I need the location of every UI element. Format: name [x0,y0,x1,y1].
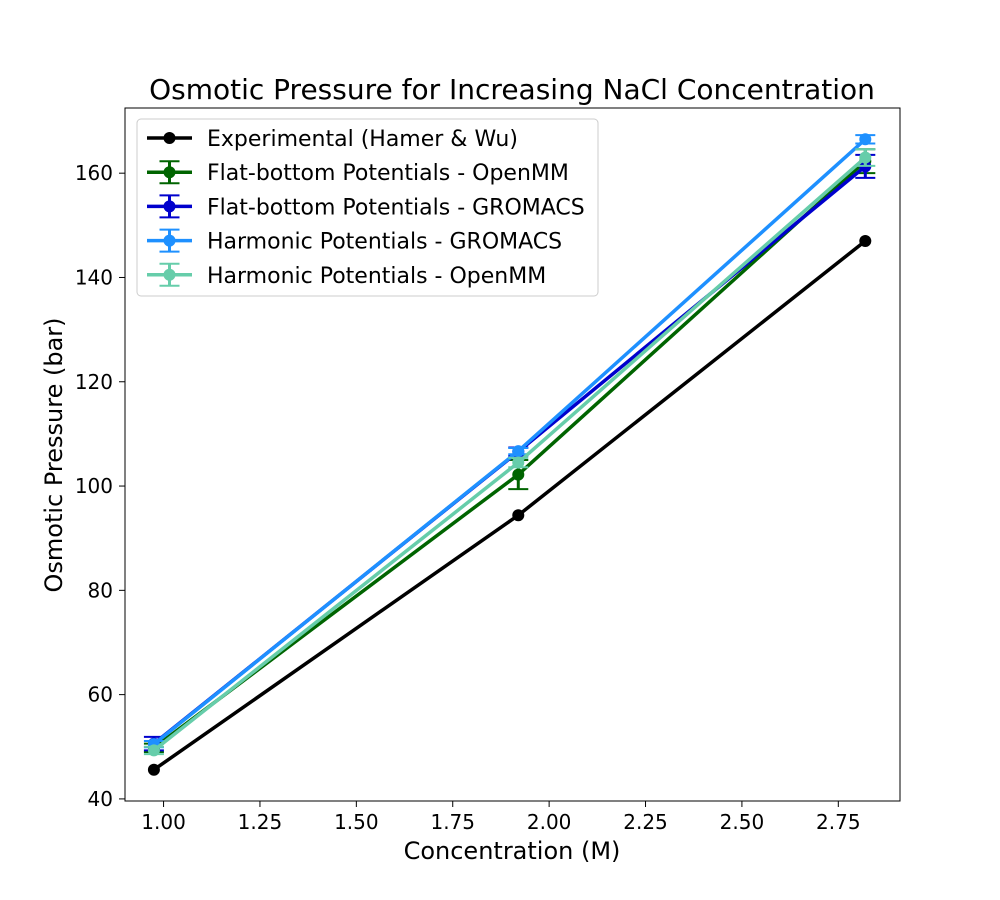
legend-label: Flat-bottom Potentials - GROMACS [207,195,585,220]
data-point [859,234,872,247]
legend-item: Flat-bottom Potentials - OpenMM [147,160,569,186]
legend-marker [163,166,176,179]
y-tick-label: 120 [75,370,113,394]
y-tick-label: 160 [75,161,113,185]
data-point [512,468,525,481]
x-axis-label: Concentration (M) [404,837,621,865]
data-point [859,133,872,146]
legend-label: Harmonic Potentials - OpenMM [207,264,546,289]
data-point [512,445,525,458]
x-tick-label: 2.25 [623,810,668,834]
data-point [512,456,525,469]
series-0 [147,234,872,776]
y-tick-label: 80 [88,578,113,602]
y-tick-label: 140 [75,265,113,289]
data-point [512,509,525,522]
y-tick-label: 40 [88,787,113,811]
plot-frame [124,107,901,802]
legend-label: Experimental (Hamer & Wu) [207,127,518,152]
x-axis-ticks: 1.00 1.25 1.50 1.75 2.00 2.25 2.50 2.75 [141,801,861,834]
x-tick-label: 1.00 [141,810,186,834]
legend-label: Flat-bottom Potentials - OpenMM [207,161,569,186]
legend-item: Flat-bottom Potentials - GROMACS [147,194,585,220]
x-tick-label: 2.50 [720,810,765,834]
data-point [147,763,160,776]
legend-label: Harmonic Potentials - GROMACS [207,230,562,255]
y-tick-label: 60 [88,683,113,707]
legend: Experimental (Hamer & Wu) Flat-bottom Pot… [136,118,599,297]
chart-title: Osmotic Pressure for Increasing NaCl Con… [149,73,875,106]
legend-marker [163,200,176,213]
data-point [147,744,160,757]
y-tick-label: 100 [75,474,113,498]
x-tick-label: 1.25 [238,810,283,834]
x-tick-label: 1.50 [334,810,379,834]
legend-marker [163,268,176,281]
legend-box [136,118,599,297]
series-4 [143,148,876,757]
y-axis-ticks: 40 60 80 100 120 140 160 [75,161,125,811]
legend-item: Harmonic Potentials - GROMACS [147,228,562,255]
legend-item: Experimental (Hamer & Wu) [147,127,518,152]
legend-marker [163,234,176,247]
y-axis-label: Osmotic Pressure (bar) [40,317,68,592]
legend-item: Harmonic Potentials - OpenMM [147,262,546,289]
legend-marker [163,132,176,144]
x-tick-label: 2.00 [527,810,572,834]
data-point [859,151,872,164]
x-tick-label: 1.75 [430,810,475,834]
x-tick-label: 2.75 [816,810,861,834]
plot-area [143,133,876,776]
